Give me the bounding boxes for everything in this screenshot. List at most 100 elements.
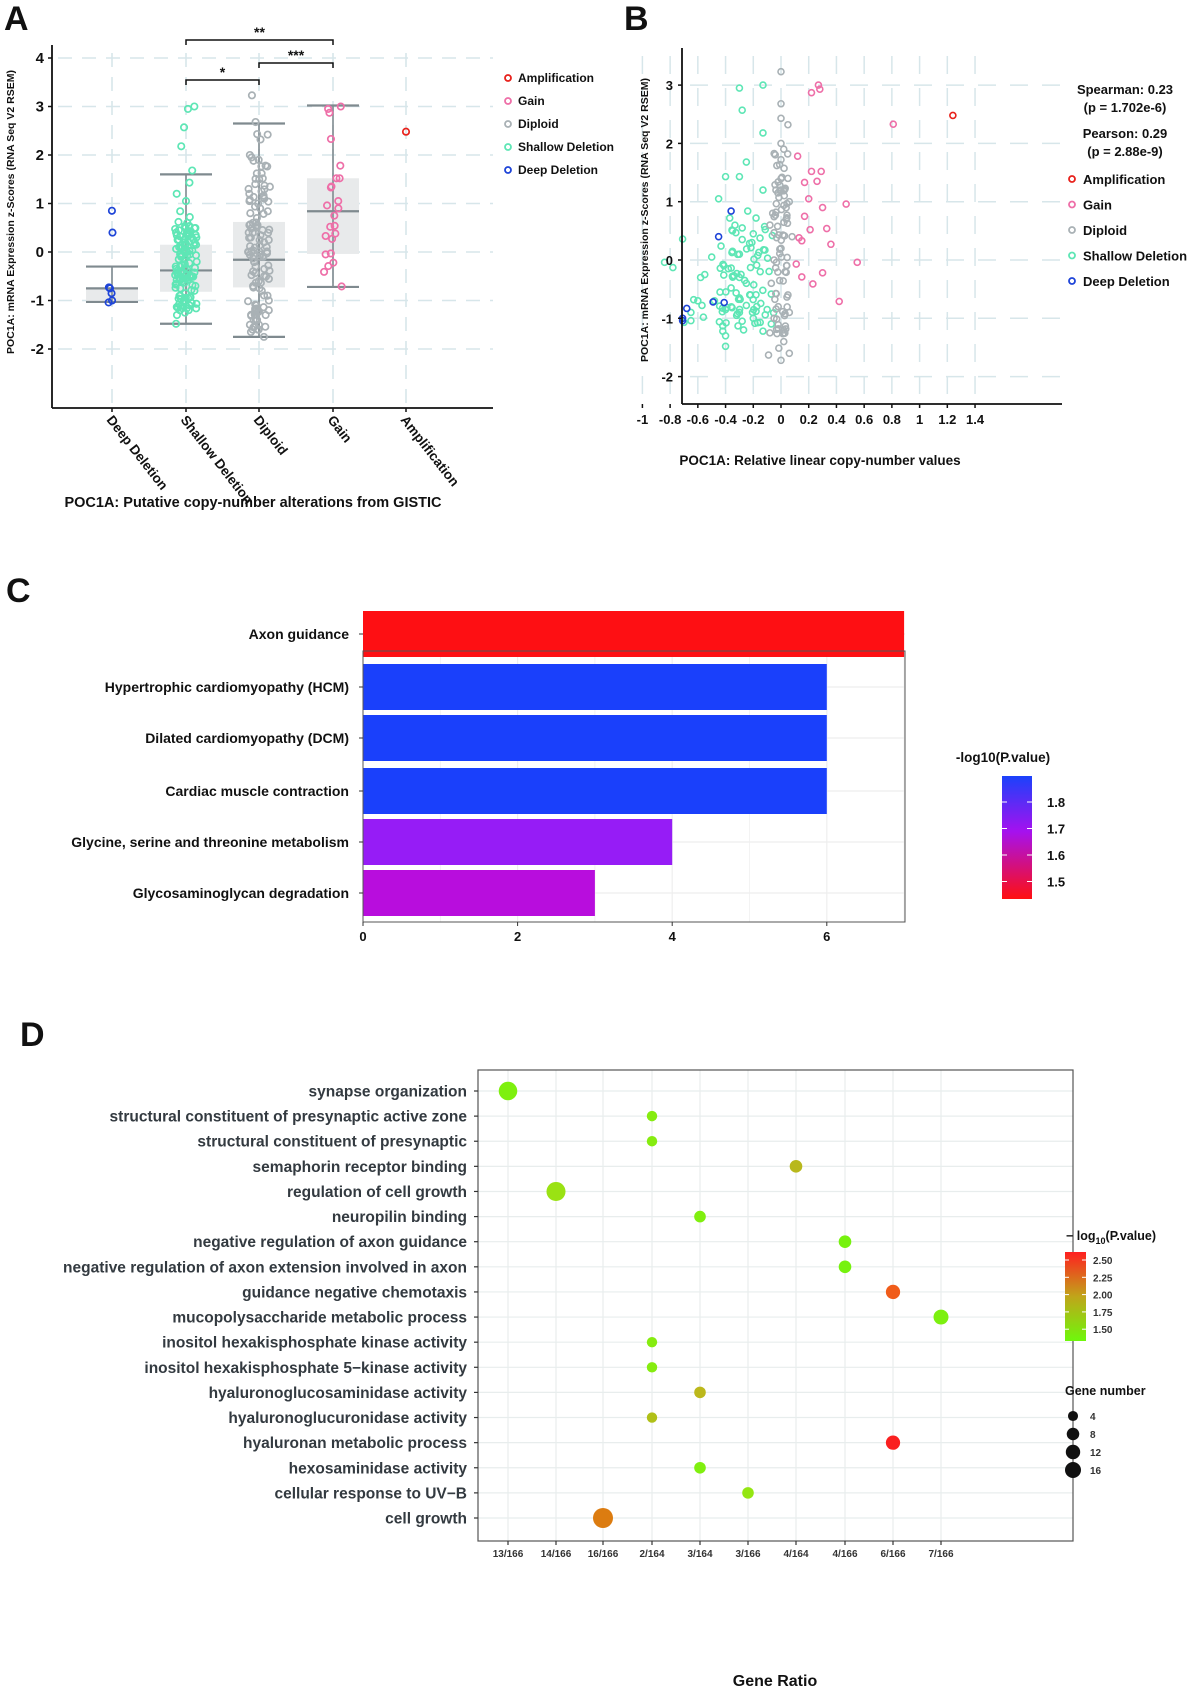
x-tick-label: 14/166 [541,1549,572,1560]
data-point-diploid [253,325,262,334]
data-point-gain [320,267,329,276]
data-point-shallow-deletion [746,263,755,272]
data-point-shallow-deletion [719,271,728,279]
y-tick-label: hyaluronoglucuronidase activity [228,1410,467,1427]
data-point-gain [814,81,823,89]
bar [363,664,827,710]
data-point-gain [326,249,335,258]
panel-c-bars [363,611,905,916]
colorbar [1065,1252,1086,1341]
x-tick-label: 0 [359,929,366,944]
data-point-gain [330,221,339,230]
colorbar-title-suffix: (P.value) [1106,1229,1157,1243]
panel-label-a: A [4,0,29,38]
x-tick-label: -0.4 [714,412,737,427]
data-point-shallow-deletion [174,273,184,282]
size-legend-label: 16 [1090,1466,1102,1477]
colorbar-tick-label: 2.00 [1093,1291,1113,1302]
y-tick-label: 1 [666,195,673,210]
data-point-diploid [264,296,273,305]
panel-d-legend: − log10(P.value) 2.50 2.25 2.00 1.75 1.50 Gene… [1065,1229,1156,1478]
data-point-amplification [401,127,411,136]
data-point-shallow-deletion [177,243,186,252]
data-point-shallow-deletion [717,242,725,250]
legend-label: Amplification [518,71,594,85]
data-point-diploid [247,91,256,100]
y-tick-label: cellular response to UV−B [274,1485,467,1502]
colorbar-tick-label: 2.25 [1093,1273,1113,1284]
x-tick-label: 6/166 [880,1549,905,1560]
data-point-gain [336,161,345,170]
data-point-deep-deletion [720,298,728,307]
data-point-shallow-deletion [174,217,183,226]
data-point-diploid [248,254,257,263]
y-tick-label: hyaluronoglucosaminidase activity [209,1385,468,1402]
x-tick-label: 7/166 [928,1549,953,1560]
dot [933,1309,949,1325]
data-point-shallow-deletion [171,280,180,289]
data-point-shallow-deletion [721,342,730,351]
dot [646,1336,658,1348]
data-point-shallow-deletion [767,320,776,328]
data-point-diploid [251,117,260,127]
x-tick-label: 2 [514,929,521,944]
data-point-gain [807,167,816,176]
y-tick-label: Hypertrophic cardiomyopathy (HCM) [105,679,349,695]
data-point-diploid [781,322,790,330]
data-point-diploid [781,325,790,333]
data-point-shallow-deletion [171,283,180,292]
data-point-shallow-deletion [180,235,189,244]
data-point-diploid [247,224,256,233]
data-point-shallow-deletion [719,260,727,269]
size-legend-label: 4 [1090,1412,1096,1423]
data-point-shallow-deletion [171,262,180,271]
data-point-shallow-deletion [749,281,758,289]
data-point-diploid [784,120,792,129]
data-point-shallow-deletion [188,246,197,255]
colorbar-title-subscript: 10 [1096,1236,1106,1246]
data-point-shallow-deletion [740,276,749,285]
data-point-diploid [783,150,792,158]
data-point-shallow-deletion [184,306,193,315]
data-point-shallow-deletion [756,267,765,276]
size-legend-dot-icon [1065,1462,1081,1478]
data-point-gain [822,224,831,233]
data-point-shallow-deletion [733,250,742,259]
data-point-diploid [261,161,270,170]
data-point-gain [797,273,806,281]
data-point-gain [806,225,814,234]
panel-b-scatter: -1 -0.8 -0.6 -0.4 -0.2 0 0.2 0.4 0.6 0.8 1 1.2 1.4 3 2… [637,48,1187,468]
dot [498,1081,518,1101]
data-point-shallow-deletion [689,295,698,304]
size-legend-dot-icon [1067,1410,1079,1422]
data-point-shallow-deletion [185,178,194,187]
legend-label: Diploid [1083,223,1127,238]
data-point-shallow-deletion [192,304,201,313]
data-point-gain [797,236,806,245]
legend-label: Diploid [518,117,559,131]
data-point-shallow-deletion [739,326,748,334]
data-point-diploid [784,174,792,183]
x-tick-label: 3/166 [735,1549,760,1560]
y-tick-label: 2 [666,136,673,151]
y-tick-label: inositol hexakisphosphate 5−kinase activ… [144,1360,467,1377]
data-point-shallow-deletion [699,313,708,321]
data-point-gain [325,108,334,117]
data-point-diploid [779,231,787,239]
panel-a-legend: Amplification Gain Diploid Shallow Deletion… [504,71,614,177]
data-point-diploid [255,236,264,245]
panel-d-points [498,1081,949,1528]
data-point-shallow-deletion [738,235,746,244]
y-tick-label: semaphorin receptor binding [253,1159,467,1176]
dot [838,1260,852,1274]
data-point-gain [321,250,330,259]
x-tick-label: 6 [823,929,830,944]
y-tick-label: cell growth [385,1511,467,1528]
data-point-shallow-deletion [745,239,754,248]
bar [363,611,905,657]
dot [593,1508,613,1528]
data-point-shallow-deletion [756,234,764,242]
data-point-gain [326,183,335,192]
